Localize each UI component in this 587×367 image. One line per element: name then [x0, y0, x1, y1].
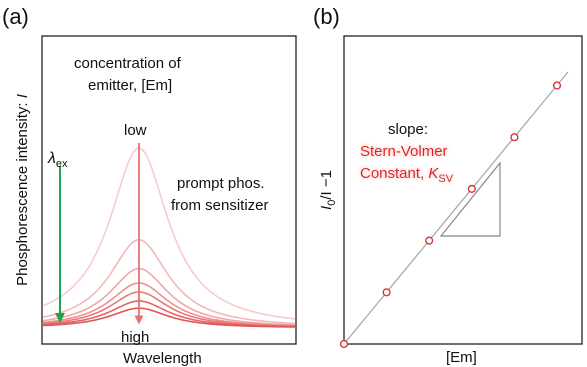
excitation-label: λex	[47, 150, 68, 170]
panel-b-ylabel-main: I	[318, 206, 335, 210]
data-point-6	[552, 81, 562, 90]
data-point-3	[425, 236, 434, 245]
emission-curve-5	[42, 291, 296, 327]
low-label: low	[124, 122, 147, 139]
panel-b-points	[339, 81, 562, 349]
panel-a-ylabel-symbol: I	[14, 94, 31, 98]
excitation-subscript: ex	[56, 158, 68, 170]
ksv-symbol: K	[428, 165, 439, 182]
panel-b-xlabel: [Em]	[446, 349, 477, 366]
slope-triangle	[439, 161, 501, 237]
panel-a-xlabel: Wavelength	[123, 350, 202, 367]
panel-b-label: (b)	[313, 4, 340, 29]
emission-curve-3	[42, 267, 296, 326]
slope-label: slope:	[388, 121, 428, 138]
data-point-4	[467, 184, 476, 194]
constant-label: Constant, KSV	[360, 165, 454, 185]
constant-text: Constant,	[360, 165, 428, 182]
data-point-5	[510, 133, 519, 142]
excitation-symbol: λ	[47, 150, 56, 167]
emission-curve-1	[42, 147, 296, 320]
prompt-label-2: from sensitizer	[171, 197, 269, 214]
emission-curve-7	[42, 307, 296, 328]
panel-b-ylabel-rest: /I −1	[318, 170, 335, 200]
data-point-1	[339, 339, 349, 349]
panel-a-frame	[41, 35, 297, 345]
panel-b-frame	[343, 35, 583, 345]
fit-line	[343, 71, 569, 345]
concentration-label-2: emitter, [Em]	[88, 77, 172, 94]
prompt-label-1: prompt phos.	[177, 175, 265, 192]
panel-a-label: (a)	[2, 4, 29, 29]
panel-b-ylabel-sub: 0	[326, 200, 338, 206]
stern-volmer-label: Stern-Volmer	[360, 143, 448, 160]
high-label: high	[121, 329, 149, 346]
emission-curve-4	[42, 282, 296, 327]
panel-a-ylabel: Phosphorescence intensity: I	[14, 94, 31, 286]
panel-a-curves	[42, 147, 296, 328]
panel-a-ylabel-text: Phosphorescence intensity:	[14, 98, 31, 286]
concentration-label-1: concentration of	[74, 55, 182, 72]
panel-b-ylabel: I0/I −1	[318, 170, 338, 210]
ksv-subscript: SV	[438, 173, 453, 185]
data-point-2	[382, 288, 391, 297]
emission-curve-2	[42, 238, 296, 325]
